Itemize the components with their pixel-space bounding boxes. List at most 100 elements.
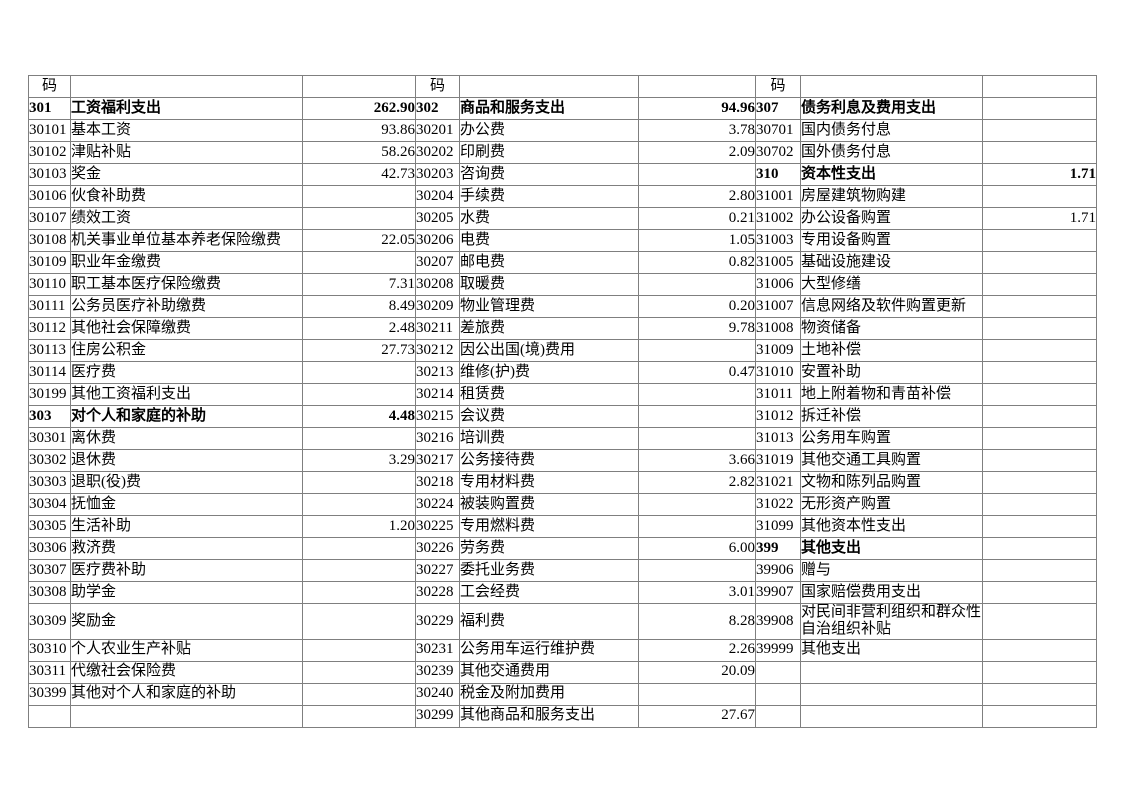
code-cell: 30108	[28, 229, 71, 252]
code-cell	[755, 660, 801, 684]
amount-cell: 27.67	[638, 704, 756, 728]
item-name-cell: 专用燃料费	[459, 515, 639, 538]
amount-cell	[302, 603, 416, 640]
code-cell: 31099	[755, 515, 801, 538]
table-row: 30308 助学金 30228 工会经费 3.01 39907 国家赔偿费用支出	[28, 581, 1097, 604]
item-name-cell: 手续费	[459, 185, 639, 208]
item-name-cell: 伙食补助费	[70, 185, 303, 208]
item-name-cell: 会议费	[459, 405, 639, 428]
amount-cell: 0.21	[638, 207, 756, 230]
code-cell	[755, 704, 801, 728]
amount-cell: 0.20	[638, 295, 756, 318]
amount-cell	[638, 493, 756, 516]
amount-cell	[982, 704, 1097, 728]
amount-cell: 2.26	[638, 638, 756, 662]
code-cell: 30207	[415, 251, 460, 274]
item-name-cell: 公务用车购置	[800, 427, 983, 450]
table-row: 30113 住房公积金 27.73 30212 因公出国(境)费用 31009 土地补偿	[28, 339, 1097, 362]
item-name-cell: 职业年金缴费	[70, 251, 303, 274]
amount-cell: 8.49	[302, 295, 416, 318]
code-cell: 30299	[415, 704, 460, 728]
amount-cell: 3.01	[638, 581, 756, 604]
item-name-cell: 专用材料费	[459, 471, 639, 494]
code-cell: 30227	[415, 559, 460, 582]
amount-cell	[982, 185, 1097, 208]
amount-cell	[982, 603, 1097, 640]
item-name-cell: 生活补助	[70, 515, 303, 538]
code-cell: 30113	[28, 339, 71, 362]
amount-cell: 8.28	[638, 603, 756, 640]
table-row: 30304 抚恤金 30224 被装购置费 31022 无形资产购置	[28, 493, 1097, 516]
item-name-cell	[800, 660, 983, 684]
item-name-cell: 其他资本性支出	[800, 515, 983, 538]
code-cell: 30304	[28, 493, 71, 516]
table-row: 30301 离休费 30216 培训费 31013 公务用车购置	[28, 427, 1097, 450]
amount-cell	[302, 682, 416, 706]
amount-cell	[982, 493, 1097, 516]
item-name-cell: 咨询费	[459, 163, 639, 186]
item-name-cell: 工会经费	[459, 581, 639, 604]
item-name-cell: 专用设备购置	[800, 229, 983, 252]
code-cell: 30109	[28, 251, 71, 274]
amount-cell: 58.26	[302, 141, 416, 164]
code-cell: 30209	[415, 295, 460, 318]
amount-cell	[982, 97, 1097, 120]
table-row: 30302 退休费 3.29 30217 公务接待费 3.66 31019 其他交通工具购置	[28, 449, 1097, 472]
table-row: 30107 绩效工资 30205 水费 0.21 31002 办公设备购置 1.71	[28, 207, 1097, 230]
code-header-cell: 码	[415, 75, 460, 98]
code-cell: 31008	[755, 317, 801, 340]
item-name-cell: 因公出国(境)费用	[459, 339, 639, 362]
item-name-cell: 对民间非营利组织和群众性自治组织补贴	[800, 603, 983, 640]
amount-cell	[982, 471, 1097, 494]
amount-cell	[302, 559, 416, 582]
code-cell: 31007	[755, 295, 801, 318]
amount-cell	[982, 638, 1097, 662]
code-header-cell: 码	[755, 75, 801, 98]
code-cell	[28, 704, 71, 728]
amount-cell	[982, 339, 1097, 362]
item-name-cell: 物资储备	[800, 317, 983, 340]
item-name-cell: 基础设施建设	[800, 251, 983, 274]
amount-cell: 1.71	[982, 163, 1097, 186]
table-header-row: 码 码 码	[28, 75, 1097, 98]
code-cell: 30306	[28, 537, 71, 560]
item-name-cell: 印刷费	[459, 141, 639, 164]
amount-cell	[302, 361, 416, 384]
code-cell: 30202	[415, 141, 460, 164]
amount-cell	[302, 537, 416, 560]
code-cell: 30102	[28, 141, 71, 164]
code-cell: 30101	[28, 119, 71, 142]
code-cell: 30201	[415, 119, 460, 142]
table-row: 30299 其他商品和服务支出 27.67	[28, 704, 1097, 728]
item-name-cell: 职工基本医疗保险缴费	[70, 273, 303, 296]
item-name-cell: 商品和服务支出	[459, 97, 639, 120]
item-name-cell: 委托业务费	[459, 559, 639, 582]
code-cell: 39906	[755, 559, 801, 582]
item-name-cell: 租赁费	[459, 383, 639, 406]
amount-cell: 3.78	[638, 119, 756, 142]
header-empty-cell	[800, 75, 983, 98]
amount-cell: 2.80	[638, 185, 756, 208]
code-cell: 30199	[28, 383, 71, 406]
amount-cell	[982, 682, 1097, 706]
code-cell: 30240	[415, 682, 460, 706]
amount-cell	[982, 660, 1097, 684]
code-cell: 30110	[28, 273, 71, 296]
item-name-cell: 办公费	[459, 119, 639, 142]
item-name-cell: 文物和陈列品购置	[800, 471, 983, 494]
table-row: 30103 奖金 42.73 30203 咨询费 310 资本性支出 1.71	[28, 163, 1097, 186]
item-name-cell: 其他对个人和家庭的补助	[70, 682, 303, 706]
header-empty-cell	[70, 75, 303, 98]
table-row: 30110 职工基本医疗保险缴费 7.31 30208 取暖费 31006 大型修缮	[28, 273, 1097, 296]
item-name-cell: 无形资产购置	[800, 493, 983, 516]
item-name-cell: 福利费	[459, 603, 639, 640]
amount-cell: 262.90	[302, 97, 416, 120]
code-cell: 30206	[415, 229, 460, 252]
amount-cell: 1.20	[302, 515, 416, 538]
item-name-cell: 培训费	[459, 427, 639, 450]
table-row: 30307 医疗费补助 30227 委托业务费 39906 赠与	[28, 559, 1097, 582]
item-name-cell: 国内债务付息	[800, 119, 983, 142]
table-row: 30101 基本工资 93.86 30201 办公费 3.78 30701 国内债务付息	[28, 119, 1097, 142]
item-name-cell: 劳务费	[459, 537, 639, 560]
amount-cell	[982, 559, 1097, 582]
